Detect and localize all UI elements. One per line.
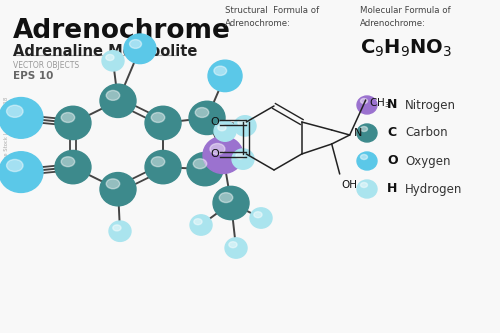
Text: O: O xyxy=(387,155,398,167)
Ellipse shape xyxy=(130,40,141,48)
Text: CH$_3$: CH$_3$ xyxy=(368,96,390,110)
Ellipse shape xyxy=(106,55,114,61)
Ellipse shape xyxy=(151,113,164,123)
Ellipse shape xyxy=(357,124,377,142)
Ellipse shape xyxy=(360,127,368,132)
Ellipse shape xyxy=(194,219,202,225)
Ellipse shape xyxy=(151,157,164,166)
Ellipse shape xyxy=(100,84,136,118)
Text: Adrenochrome: Adrenochrome xyxy=(13,18,231,44)
Text: Hydrogen: Hydrogen xyxy=(405,182,462,195)
Ellipse shape xyxy=(195,108,208,118)
Ellipse shape xyxy=(208,60,242,92)
Ellipse shape xyxy=(360,182,368,187)
Ellipse shape xyxy=(0,152,43,192)
Ellipse shape xyxy=(357,96,377,114)
Text: Structural  Formula of
Adrenochrome:: Structural Formula of Adrenochrome: xyxy=(225,6,319,28)
Text: O: O xyxy=(210,149,218,159)
Ellipse shape xyxy=(189,101,225,135)
Text: OH: OH xyxy=(342,180,357,190)
Ellipse shape xyxy=(218,125,226,131)
Ellipse shape xyxy=(6,105,23,117)
Ellipse shape xyxy=(124,34,156,64)
Ellipse shape xyxy=(187,153,223,186)
Ellipse shape xyxy=(0,98,43,138)
Ellipse shape xyxy=(214,66,226,76)
Ellipse shape xyxy=(106,91,120,100)
Text: Adrenaline Metabolite: Adrenaline Metabolite xyxy=(13,44,198,59)
Ellipse shape xyxy=(219,193,232,202)
Text: H: H xyxy=(387,182,398,195)
Ellipse shape xyxy=(234,116,256,136)
Ellipse shape xyxy=(55,106,91,140)
Ellipse shape xyxy=(55,151,91,184)
Ellipse shape xyxy=(210,144,225,155)
Text: C: C xyxy=(387,127,396,140)
Ellipse shape xyxy=(250,208,272,228)
Ellipse shape xyxy=(109,221,131,241)
Text: Oxygen: Oxygen xyxy=(405,155,450,167)
Ellipse shape xyxy=(229,242,237,248)
Text: C$_9$H$_9$NO$_3$: C$_9$H$_9$NO$_3$ xyxy=(360,38,452,59)
Text: O: O xyxy=(210,117,218,127)
Ellipse shape xyxy=(61,157,74,166)
Ellipse shape xyxy=(102,51,124,71)
Ellipse shape xyxy=(6,160,23,171)
Ellipse shape xyxy=(145,106,181,140)
Ellipse shape xyxy=(100,172,136,206)
Text: Carbon: Carbon xyxy=(405,127,448,140)
Ellipse shape xyxy=(357,180,377,198)
Ellipse shape xyxy=(357,152,377,170)
Ellipse shape xyxy=(225,238,247,258)
Ellipse shape xyxy=(106,179,120,189)
Ellipse shape xyxy=(236,153,244,159)
Text: VECTOR OBJECTS: VECTOR OBJECTS xyxy=(13,61,79,70)
Ellipse shape xyxy=(360,99,368,104)
Text: N: N xyxy=(387,99,398,112)
Ellipse shape xyxy=(232,149,254,169)
Ellipse shape xyxy=(214,121,236,141)
Ellipse shape xyxy=(145,151,181,184)
Text: Molecular Formula of
Adrenochrome:: Molecular Formula of Adrenochrome: xyxy=(360,6,450,28)
Ellipse shape xyxy=(213,186,249,220)
Ellipse shape xyxy=(238,120,246,126)
Ellipse shape xyxy=(203,137,243,173)
Ellipse shape xyxy=(254,212,262,218)
Ellipse shape xyxy=(193,159,206,168)
Ellipse shape xyxy=(360,155,368,160)
Text: EPS 10: EPS 10 xyxy=(13,71,54,81)
Text: Nitrogen: Nitrogen xyxy=(405,99,456,112)
Ellipse shape xyxy=(113,225,121,231)
Ellipse shape xyxy=(190,215,212,235)
Text: Adobe Stock | #373436218: Adobe Stock | #373436218 xyxy=(3,97,9,169)
Ellipse shape xyxy=(61,113,74,123)
Text: N: N xyxy=(354,128,362,138)
